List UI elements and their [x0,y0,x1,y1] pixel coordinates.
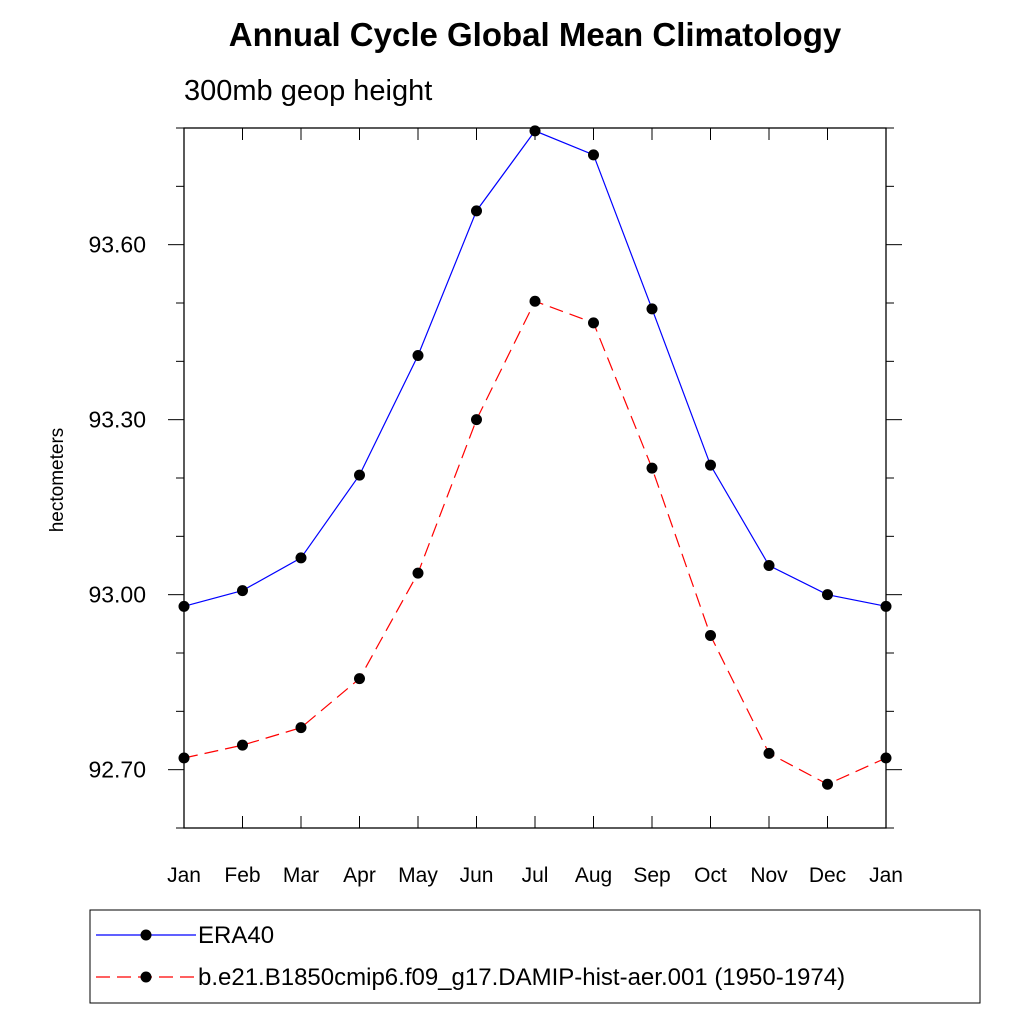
data-point-s0-11 [822,589,833,601]
data-point-s0-7 [588,149,599,161]
y-tick-label: 93.30 [88,407,146,433]
y-tick-label: 92.70 [88,757,146,783]
y-tick-label: 93.00 [88,582,146,608]
data-point-s1-3 [354,673,365,685]
data-point-s1-12 [880,752,892,764]
data-point-s0-0 [178,600,190,612]
data-point-s0-8 [646,303,658,315]
data-point-s1-5 [471,414,482,426]
x-tick-label: Mar [283,864,319,887]
x-tick-label: May [398,864,438,887]
legend-label-0: ERA40 [198,922,274,949]
x-tick-label: Jul [522,864,549,887]
data-point-s1-10 [763,747,775,759]
legend-marker-0 [140,929,152,941]
data-point-s0-1 [237,585,248,597]
x-tick-label: Dec [809,864,846,887]
x-tick-label: Sep [633,864,670,887]
data-point-s1-1 [237,739,248,751]
data-point-s0-3 [354,469,365,481]
x-tick-label: Jan [167,864,201,887]
series-line-0 [183,130,887,607]
data-point-s0-9 [705,459,716,471]
data-point-s1-7 [588,317,599,329]
x-tick-label: Jan [869,864,903,887]
data-point-s0-10 [763,560,775,571]
data-point-s1-9 [705,630,716,641]
legend-box [89,909,981,1004]
series-line-1 [183,300,887,785]
x-tick-label: Jun [460,864,494,887]
data-point-s0-12 [880,600,892,612]
data-point-s1-6 [529,295,541,307]
data-point-s1-8 [646,462,658,474]
legend-label-1: b.e21.B1850cmip6.f09_g17.DAMIP-hist-aer.… [198,964,845,991]
chart-title: Annual Cycle Global Mean Climatology [229,16,842,53]
data-point-s1-0 [178,752,190,764]
plot-frame [183,127,887,829]
x-tick-label: Apr [343,864,376,887]
x-tick-label: Oct [694,864,727,887]
x-tick-label: Aug [575,864,612,887]
y-axis-label: hectometers [47,428,68,533]
x-tick-label: Feb [224,864,260,887]
x-tick-label: Nov [750,864,788,887]
legend-marker-1 [140,971,152,983]
y-tick-label: 93.60 [88,232,146,258]
data-point-s0-2 [295,552,307,564]
chart-subtitle: 300mb geop height [184,75,432,107]
data-point-s1-4 [412,567,424,579]
data-point-s0-4 [412,350,424,361]
data-point-s1-11 [822,778,833,790]
data-point-s1-2 [295,722,307,734]
data-point-s0-5 [471,205,482,217]
data-point-s0-6 [529,125,541,137]
